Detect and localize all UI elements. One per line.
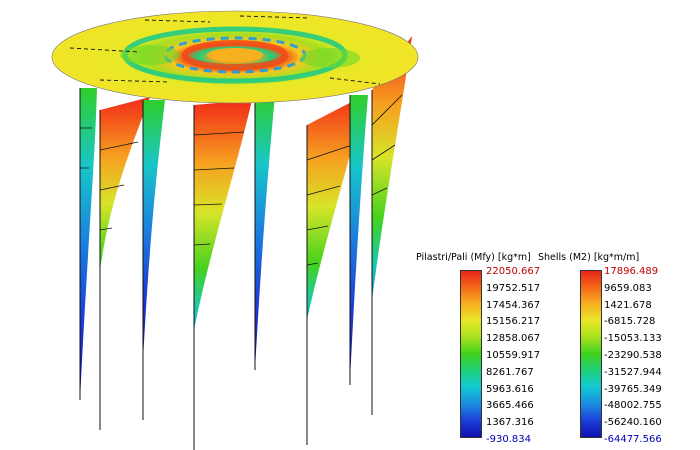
legend-value: -64477.566 (604, 434, 662, 445)
legend-value: 8261.767 (486, 366, 534, 378)
legend-value: -31527.944 (604, 366, 662, 378)
column-diagram-1 (79, 88, 97, 400)
legend-columns-colorbar (460, 270, 482, 438)
legend-shells-colorbar (580, 270, 602, 438)
column-diagram-3 (142, 100, 165, 420)
legend-value: 17896.489 (604, 266, 659, 277)
legend-shells-title: Shells (M2) [kg*m/m] (538, 252, 640, 263)
legend-value: -39765.349 (604, 383, 662, 395)
column-diagram-6 (306, 95, 365, 445)
legend-columns-title: Pilastri/Pali (Mfy) [kg*m] (416, 252, 531, 263)
legend-value: 1367.316 (486, 417, 534, 429)
legend-value: 1421.678 (604, 299, 652, 311)
column-diagram-4 (193, 100, 252, 450)
legend-value: 12858.067 (486, 333, 541, 345)
column-diagram-5 (254, 95, 275, 370)
column-diagram-8 (371, 36, 412, 415)
legend-value: 9659.083 (604, 282, 652, 294)
legend-value: 22050.667 (486, 266, 541, 277)
legend-value: 3665.466 (486, 400, 534, 412)
legend-value: 10559.917 (486, 350, 541, 361)
legend-value: -930.834 (486, 434, 531, 445)
legend-value: -15053.133 (604, 333, 662, 345)
legend-value: -48002.755 (604, 400, 662, 412)
legend-value: 19752.517 (486, 282, 541, 294)
legend-value: 5963.616 (486, 383, 534, 395)
legend-value: -6815.728 (604, 316, 656, 328)
legend-value: -23290.538 (604, 350, 662, 361)
slab-shell (51, 10, 419, 104)
column-diagram-2 (99, 97, 150, 430)
legend-value: 17454.367 (486, 299, 541, 311)
legend-value: 15156.217 (486, 316, 541, 328)
column-diagram-7 (349, 95, 368, 385)
legend-value: -56240.160 (604, 417, 662, 429)
